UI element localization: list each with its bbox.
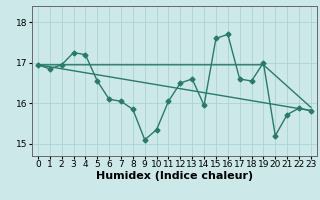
X-axis label: Humidex (Indice chaleur): Humidex (Indice chaleur) xyxy=(96,171,253,181)
